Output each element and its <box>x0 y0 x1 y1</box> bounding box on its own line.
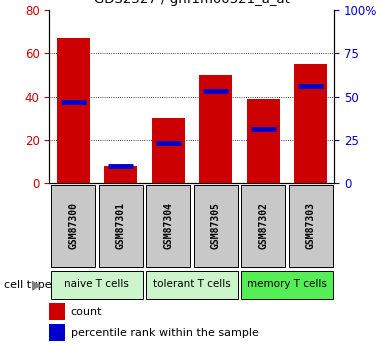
FancyBboxPatch shape <box>241 270 332 299</box>
Text: GSM87305: GSM87305 <box>211 203 221 249</box>
Bar <box>104 166 137 183</box>
Bar <box>199 75 232 183</box>
Bar <box>294 64 327 183</box>
FancyBboxPatch shape <box>99 185 142 267</box>
Text: memory T cells: memory T cells <box>247 279 327 289</box>
Text: GSM87304: GSM87304 <box>163 203 173 249</box>
Title: GDS2327 / gnf1m00321_a_at: GDS2327 / gnf1m00321_a_at <box>94 0 290 7</box>
Bar <box>57 38 90 183</box>
Text: GSM87303: GSM87303 <box>306 203 316 249</box>
Text: tolerant T cells: tolerant T cells <box>153 279 231 289</box>
Text: GSM87301: GSM87301 <box>116 203 126 249</box>
FancyBboxPatch shape <box>51 185 95 267</box>
FancyBboxPatch shape <box>49 324 65 342</box>
Text: GSM87302: GSM87302 <box>258 203 268 249</box>
Text: percentile rank within the sample: percentile rank within the sample <box>71 328 259 338</box>
FancyBboxPatch shape <box>146 270 238 299</box>
FancyBboxPatch shape <box>289 185 332 267</box>
Text: ▶: ▶ <box>32 278 42 291</box>
FancyBboxPatch shape <box>194 185 238 267</box>
FancyBboxPatch shape <box>241 185 285 267</box>
Bar <box>247 99 280 183</box>
Text: naive T cells: naive T cells <box>65 279 129 289</box>
Text: count: count <box>71 307 102 317</box>
FancyBboxPatch shape <box>146 185 190 267</box>
FancyBboxPatch shape <box>49 303 65 320</box>
Text: cell type: cell type <box>4 280 51 289</box>
Bar <box>152 118 185 183</box>
FancyBboxPatch shape <box>51 270 142 299</box>
Text: GSM87300: GSM87300 <box>68 203 78 249</box>
